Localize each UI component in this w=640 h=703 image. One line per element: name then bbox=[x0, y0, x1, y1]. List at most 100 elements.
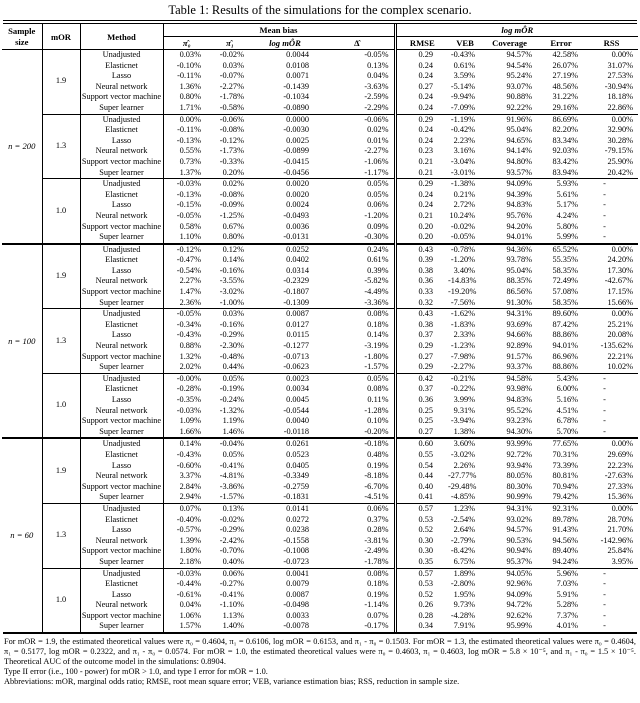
cell-error: 5.91% bbox=[556, 589, 579, 599]
cell-rss: 10.02% bbox=[607, 362, 634, 372]
cell-log-mor-bias: 0.0127 bbox=[286, 319, 309, 329]
table-row: Super learner 2.94% -1.57% -0.1831 -4.51% 0.4… bbox=[2, 492, 638, 504]
cell-method: Neural network bbox=[80, 210, 164, 222]
cell-log-mor-bias: 0.0402 bbox=[286, 255, 309, 265]
cell-pi1: 0.03% bbox=[210, 308, 250, 320]
table-row: n = 200 1.9 Unadjusted 0.03% -0.02% 0.0044 -0.… bbox=[2, 49, 638, 244]
cell-pi1: -1.73% bbox=[219, 146, 244, 156]
cell-veb: -27.77% bbox=[448, 471, 477, 481]
cell-coverage: 95.99% bbox=[506, 621, 533, 631]
cell-log-mor-bias: 0.0405 bbox=[286, 460, 309, 470]
table-footnotes: For mOR = 1.9, the estimated theoretical… bbox=[4, 637, 636, 687]
cell-pi0: 1.37% bbox=[179, 167, 201, 177]
table-row: n = 100 1.9 Unadjusted -0.12% 0.12% 0.0252 0.2… bbox=[2, 242, 639, 439]
cell-delta: 0.11% bbox=[320, 395, 397, 406]
table-bottom-rule bbox=[3, 632, 637, 635]
cell-error: 86.96% bbox=[552, 351, 579, 361]
cell-method: Support vector machine bbox=[80, 156, 164, 168]
cell-veb: -2.79% bbox=[450, 535, 476, 545]
cell-log-mor-bias: -0.2759 bbox=[283, 481, 309, 491]
cell-veb: -1.19% bbox=[448, 113, 483, 126]
cell-rss: 27.33% bbox=[607, 481, 634, 491]
cell-veb: -29.48% bbox=[448, 481, 477, 491]
table-row: Super learner 2.36% -1.00% -0.1309 -3.36% 0.3… bbox=[2, 297, 638, 309]
cell-coverage: 95.37% bbox=[506, 556, 533, 566]
cell-veb: 2.26% bbox=[453, 460, 476, 470]
cell-pi1: -1.25% bbox=[219, 210, 244, 220]
cell-delta: -0.20% bbox=[320, 426, 397, 439]
cell-rmse: 0.32 bbox=[418, 297, 434, 307]
table-row: Neural network 2.27% -3.55% -0.2329 -5.82% 0.… bbox=[2, 276, 638, 288]
cell-pi0: 0.58% bbox=[179, 221, 201, 231]
cell-error: 91.43% bbox=[552, 525, 579, 535]
cell-rss: -42.67% bbox=[604, 276, 634, 286]
cell-rss: 25.84% bbox=[607, 546, 634, 556]
cell-pi1: 0.03% bbox=[222, 60, 244, 70]
cell-rmse: 0.29 bbox=[418, 362, 434, 372]
cell-coverage: 90.94% bbox=[506, 546, 533, 556]
cell-coverage: 93.98% bbox=[506, 384, 533, 394]
cell-delta: 0.48% bbox=[320, 449, 397, 461]
table-row: Neural network 0.04% -1.10% -0.0498 -1.14% 0.… bbox=[2, 600, 638, 611]
cell-veb: -0.22% bbox=[450, 384, 476, 394]
cell-delta: -1.20% bbox=[320, 210, 397, 222]
cell-rmse: 0.24 bbox=[418, 71, 434, 81]
cell-rmse: 0.53 bbox=[418, 579, 434, 589]
cell-rmse: 0.30 bbox=[418, 535, 434, 545]
cell-method: Lasso bbox=[80, 330, 164, 342]
cell-method: Unadjusted bbox=[80, 372, 164, 385]
cell-rmse: 0.24 bbox=[418, 125, 434, 135]
cell-veb: -5.14% bbox=[450, 81, 476, 91]
table-row: 1.3 Unadjusted -0.05% 0.03% 0.0087 0.08% 0.43-… bbox=[2, 308, 639, 374]
cell-delta: 0.09% bbox=[320, 221, 397, 233]
cell-rmse: 0.30 bbox=[418, 546, 434, 556]
cell-error: 80.81% bbox=[552, 471, 579, 481]
cell-rss: -79.15% bbox=[604, 146, 634, 156]
cell-veb: 1.38% bbox=[453, 426, 476, 436]
cell-pi0: -0.00% bbox=[163, 372, 210, 385]
cell-method: Super learner bbox=[80, 232, 164, 244]
cell-rss: - bbox=[603, 405, 606, 415]
cell-rss: 20.42% bbox=[607, 167, 634, 177]
cell-pi1: -0.02% bbox=[219, 514, 244, 524]
header-delta: Δ̂ bbox=[320, 36, 397, 50]
cell-coverage: 94.09% bbox=[482, 178, 538, 190]
cell-log-mor-bias: -0.0118 bbox=[283, 426, 309, 436]
cell-pi0: 0.73% bbox=[179, 156, 201, 166]
table-row: Lasso -0.60% -0.41% 0.0405 0.19% 0.54 2.26% 93.… bbox=[2, 460, 638, 472]
cell-error: 70.31% bbox=[552, 449, 579, 459]
cell-log-mor-bias: -0.0623 bbox=[283, 362, 309, 372]
cell-rss: 21.70% bbox=[607, 525, 634, 535]
cell-delta: -4.49% bbox=[320, 287, 397, 298]
cell-rmse: 0.35 bbox=[418, 556, 434, 566]
cell-log-mor-bias: 0.0034 bbox=[286, 384, 309, 394]
table-row: Elasticnet -0.34% -0.16% 0.0127 0.18% 0.38 -1.… bbox=[2, 319, 638, 331]
cell-pi1: -0.70% bbox=[219, 546, 244, 556]
cell-delta: -1.78% bbox=[320, 556, 397, 568]
cell-error: 89.60% bbox=[537, 308, 586, 320]
cell-method: Support vector machine bbox=[80, 481, 164, 493]
cell-coverage: 86.56% bbox=[506, 287, 533, 297]
cell-log-mor-bias: 0.0087 bbox=[250, 308, 320, 320]
cell-coverage: 95.52% bbox=[506, 405, 533, 415]
cell-pi1: -3.86% bbox=[219, 481, 244, 491]
cell-rmse: 0.55 bbox=[418, 449, 434, 459]
cell-coverage: 94.20% bbox=[506, 221, 533, 231]
table-row: Support vector machine 0.80% -1.78% -0.1034… bbox=[2, 92, 638, 103]
cell-error: 58.35% bbox=[552, 297, 579, 307]
cell-pi0: 1.57% bbox=[179, 621, 201, 631]
cell-rss: 0.00% bbox=[611, 50, 634, 59]
cell-delta: -0.30% bbox=[320, 232, 397, 244]
cell-rmse: 0.29 bbox=[418, 341, 434, 351]
cell-pi1: 0.80% bbox=[222, 232, 244, 242]
cell-coverage: 93.23% bbox=[506, 416, 533, 426]
cell-pi1: -0.08% bbox=[219, 189, 244, 199]
cell-delta: -0.18% bbox=[320, 437, 397, 450]
cell-delta: 0.19% bbox=[320, 460, 397, 472]
cell-mor: 1.0 bbox=[42, 178, 81, 244]
table-row: Lasso -0.57% -0.29% 0.0238 0.28% 0.52 2.64% 94.… bbox=[2, 525, 638, 536]
cell-log-mor-bias: 0.0261 bbox=[250, 437, 320, 450]
cell-delta: 0.08% bbox=[320, 384, 397, 395]
cell-method: Unadjusted bbox=[80, 502, 164, 515]
cell-sample-size: n = 100 bbox=[2, 242, 43, 439]
